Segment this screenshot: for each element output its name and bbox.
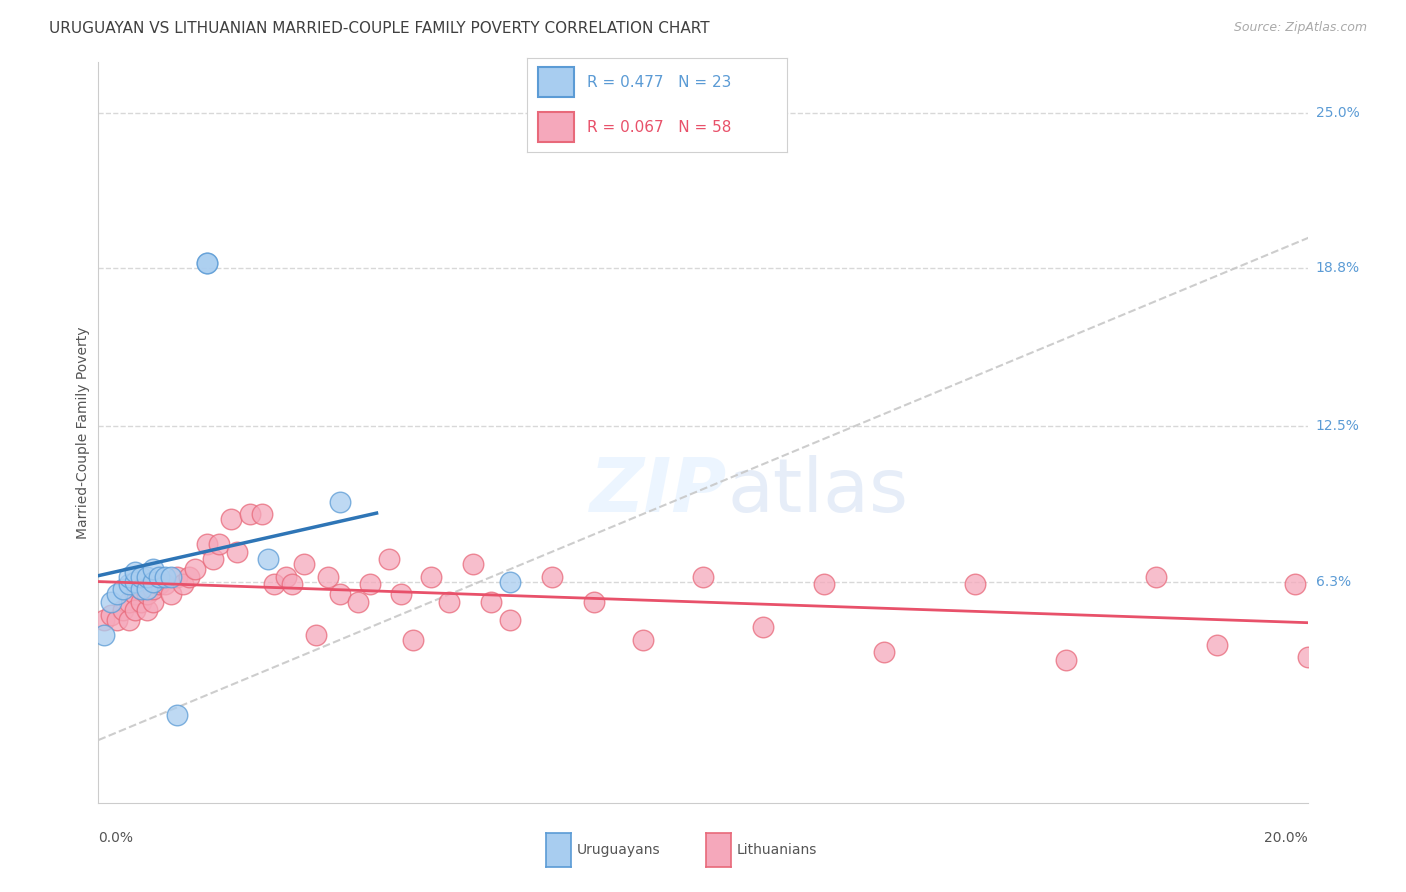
Point bbox=[153, 570, 176, 584]
Point bbox=[195, 256, 218, 270]
Point bbox=[153, 577, 176, 591]
Point bbox=[118, 577, 141, 591]
Point bbox=[111, 602, 134, 616]
Point bbox=[540, 570, 562, 584]
Text: 18.8%: 18.8% bbox=[1316, 261, 1360, 276]
Point bbox=[316, 570, 339, 584]
Point bbox=[256, 552, 278, 566]
Point bbox=[93, 627, 115, 641]
Point bbox=[93, 613, 115, 627]
Point bbox=[195, 256, 218, 270]
Point bbox=[377, 552, 399, 566]
Point bbox=[124, 602, 146, 616]
Point bbox=[142, 574, 165, 589]
Point bbox=[142, 595, 165, 609]
Point bbox=[274, 570, 297, 584]
Point bbox=[1144, 570, 1167, 584]
Text: Uruguayans: Uruguayans bbox=[576, 843, 659, 857]
Point bbox=[202, 552, 225, 566]
Point bbox=[129, 582, 152, 597]
Point bbox=[184, 562, 207, 576]
Point bbox=[498, 574, 520, 589]
Point bbox=[965, 577, 987, 591]
Point bbox=[124, 574, 146, 589]
Point bbox=[105, 613, 128, 627]
Point bbox=[402, 632, 425, 647]
Point bbox=[263, 577, 285, 591]
Point bbox=[208, 537, 231, 551]
Bar bbox=[537, 67, 574, 97]
Point bbox=[160, 587, 183, 601]
Point bbox=[583, 595, 606, 609]
Point bbox=[124, 587, 146, 601]
Text: 25.0%: 25.0% bbox=[1316, 105, 1360, 120]
Point bbox=[135, 587, 157, 601]
Point bbox=[752, 620, 775, 634]
Point bbox=[105, 587, 128, 601]
Point bbox=[347, 595, 370, 609]
Text: 12.5%: 12.5% bbox=[1316, 419, 1360, 434]
Point bbox=[135, 570, 157, 584]
Point bbox=[160, 570, 183, 584]
Point bbox=[305, 627, 328, 641]
Text: atlas: atlas bbox=[727, 455, 908, 528]
Point bbox=[250, 507, 273, 521]
Point bbox=[118, 613, 141, 627]
Text: Lithuanians: Lithuanians bbox=[737, 843, 817, 857]
Text: Source: ZipAtlas.com: Source: ZipAtlas.com bbox=[1233, 21, 1367, 34]
Point bbox=[226, 545, 249, 559]
Point bbox=[135, 602, 157, 616]
Point bbox=[100, 595, 122, 609]
Point bbox=[239, 507, 262, 521]
Point bbox=[292, 558, 315, 572]
Point bbox=[124, 565, 146, 579]
Point bbox=[142, 562, 165, 576]
Point bbox=[129, 582, 152, 597]
Bar bbox=[537, 112, 574, 142]
Point bbox=[692, 570, 714, 584]
Y-axis label: Married-Couple Family Poverty: Married-Couple Family Poverty bbox=[76, 326, 90, 539]
Point bbox=[360, 577, 382, 591]
Point bbox=[166, 708, 188, 723]
Point bbox=[1206, 638, 1229, 652]
Point bbox=[329, 494, 352, 508]
Point bbox=[463, 558, 485, 572]
Text: URUGUAYAN VS LITHUANIAN MARRIED-COUPLE FAMILY POVERTY CORRELATION CHART: URUGUAYAN VS LITHUANIAN MARRIED-COUPLE F… bbox=[49, 21, 710, 36]
Point bbox=[437, 595, 460, 609]
Point bbox=[1296, 650, 1319, 665]
Point bbox=[118, 595, 141, 609]
Point bbox=[1054, 653, 1077, 667]
Point bbox=[100, 607, 122, 622]
Point bbox=[481, 595, 503, 609]
Point bbox=[172, 577, 194, 591]
Point bbox=[129, 595, 152, 609]
Point bbox=[179, 570, 201, 584]
Point bbox=[329, 587, 352, 601]
Point bbox=[129, 570, 152, 584]
Point bbox=[118, 570, 141, 584]
Point bbox=[142, 582, 165, 597]
Point bbox=[420, 570, 443, 584]
Point bbox=[389, 587, 412, 601]
Text: R = 0.477   N = 23: R = 0.477 N = 23 bbox=[588, 75, 731, 90]
Point bbox=[135, 582, 157, 597]
Point bbox=[1284, 577, 1306, 591]
Text: R = 0.067   N = 58: R = 0.067 N = 58 bbox=[588, 120, 731, 135]
Point bbox=[813, 577, 835, 591]
Point bbox=[148, 577, 170, 591]
Point bbox=[281, 577, 304, 591]
Point bbox=[631, 632, 654, 647]
Point bbox=[148, 570, 170, 584]
Point bbox=[873, 645, 896, 659]
Text: 20.0%: 20.0% bbox=[1264, 830, 1308, 845]
Text: ZIP: ZIP bbox=[591, 455, 727, 528]
Point bbox=[498, 613, 520, 627]
Point bbox=[221, 512, 243, 526]
Text: 6.3%: 6.3% bbox=[1316, 575, 1351, 589]
Point bbox=[111, 582, 134, 597]
Point bbox=[166, 570, 188, 584]
Text: 0.0%: 0.0% bbox=[98, 830, 134, 845]
Point bbox=[195, 537, 218, 551]
